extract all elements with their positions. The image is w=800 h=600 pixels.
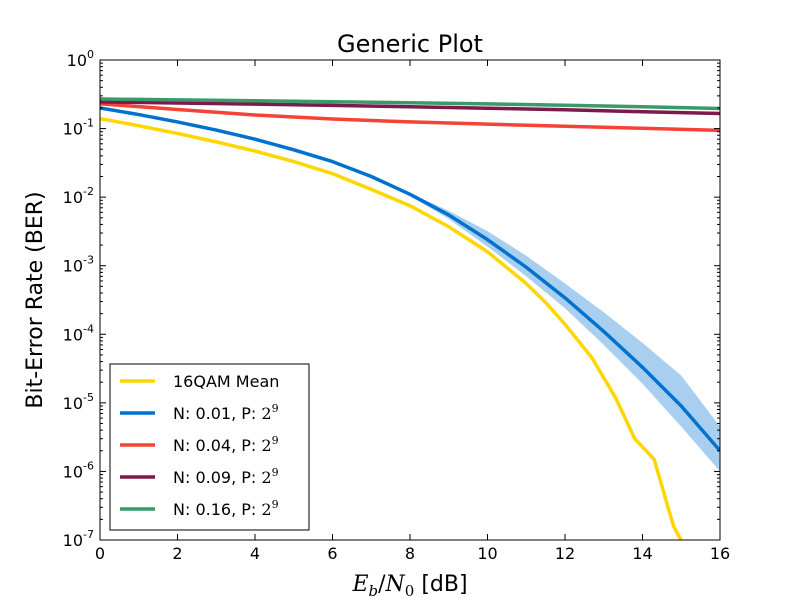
- x-tick-label-0: 0: [95, 544, 105, 563]
- legend-label-4: N: 0.16, P: 29: [173, 498, 279, 519]
- x-axis-label-b: b: [369, 582, 379, 600]
- chart-title: Generic Plot: [337, 30, 483, 58]
- x-axis-label-zero: 0: [405, 582, 415, 600]
- x-tick-label-4: 8: [405, 544, 415, 563]
- legend-box: [109, 363, 310, 531]
- y-tick-label-2: 10-2: [63, 185, 94, 207]
- x-axis-label-n: N: [385, 572, 406, 597]
- series-line-1: [100, 106, 720, 452]
- y-tick-label-4: 10-4: [63, 322, 94, 344]
- legend-label-0: 16QAM Mean: [173, 372, 279, 391]
- x-tick-label-7: 14: [632, 544, 652, 563]
- y-tick-label-5: 10-5: [63, 391, 94, 413]
- series-layer: [100, 97, 720, 540]
- legend: 16QAM Mean N: 0.01, P: 29 N: 0.04, P: 29 N:…: [109, 363, 310, 531]
- legend-label-1: N: 0.01, P: 29: [173, 402, 279, 423]
- legend-label-2: N: 0.04, P: 29: [173, 434, 279, 455]
- ticks-layer: 0 2 4 6 8 10 12 14 16 100 10-1 10-2 10-3 10-4 10-5 10-6…: [63, 48, 731, 563]
- x-axis-label: Eb/N0 [dB]: [351, 572, 467, 600]
- legend-label-3: N: 0.09, P: 29: [173, 466, 279, 487]
- x-tick-label-5: 10: [477, 544, 497, 563]
- x-axis-label-slash: /: [378, 572, 386, 597]
- x-tick-label-3: 6: [327, 544, 337, 563]
- y-axis-label: Bit-Error Rate (BER): [23, 191, 48, 408]
- y-tick-label-6: 10-6: [63, 459, 94, 481]
- x-axis-label-unit: [dB]: [414, 572, 467, 597]
- x-tick-label-8: 16: [710, 544, 730, 563]
- series-line-3: [100, 100, 720, 116]
- x-tick-label-1: 2: [172, 544, 182, 563]
- y-tick-label-1: 10-1: [63, 117, 94, 139]
- x-tick-label-2: 4: [250, 544, 260, 563]
- y-tick-label-3: 10-3: [63, 254, 94, 276]
- x-tick-label-6: 12: [555, 544, 575, 563]
- series-line-2: [100, 102, 720, 133]
- y-tick-label-7: 10-7: [63, 528, 94, 550]
- y-tick-label-0: 100: [67, 48, 94, 70]
- series-line-0: [100, 116, 683, 540]
- series-line-4: [100, 97, 720, 111]
- x-axis-label-e: E: [351, 572, 368, 597]
